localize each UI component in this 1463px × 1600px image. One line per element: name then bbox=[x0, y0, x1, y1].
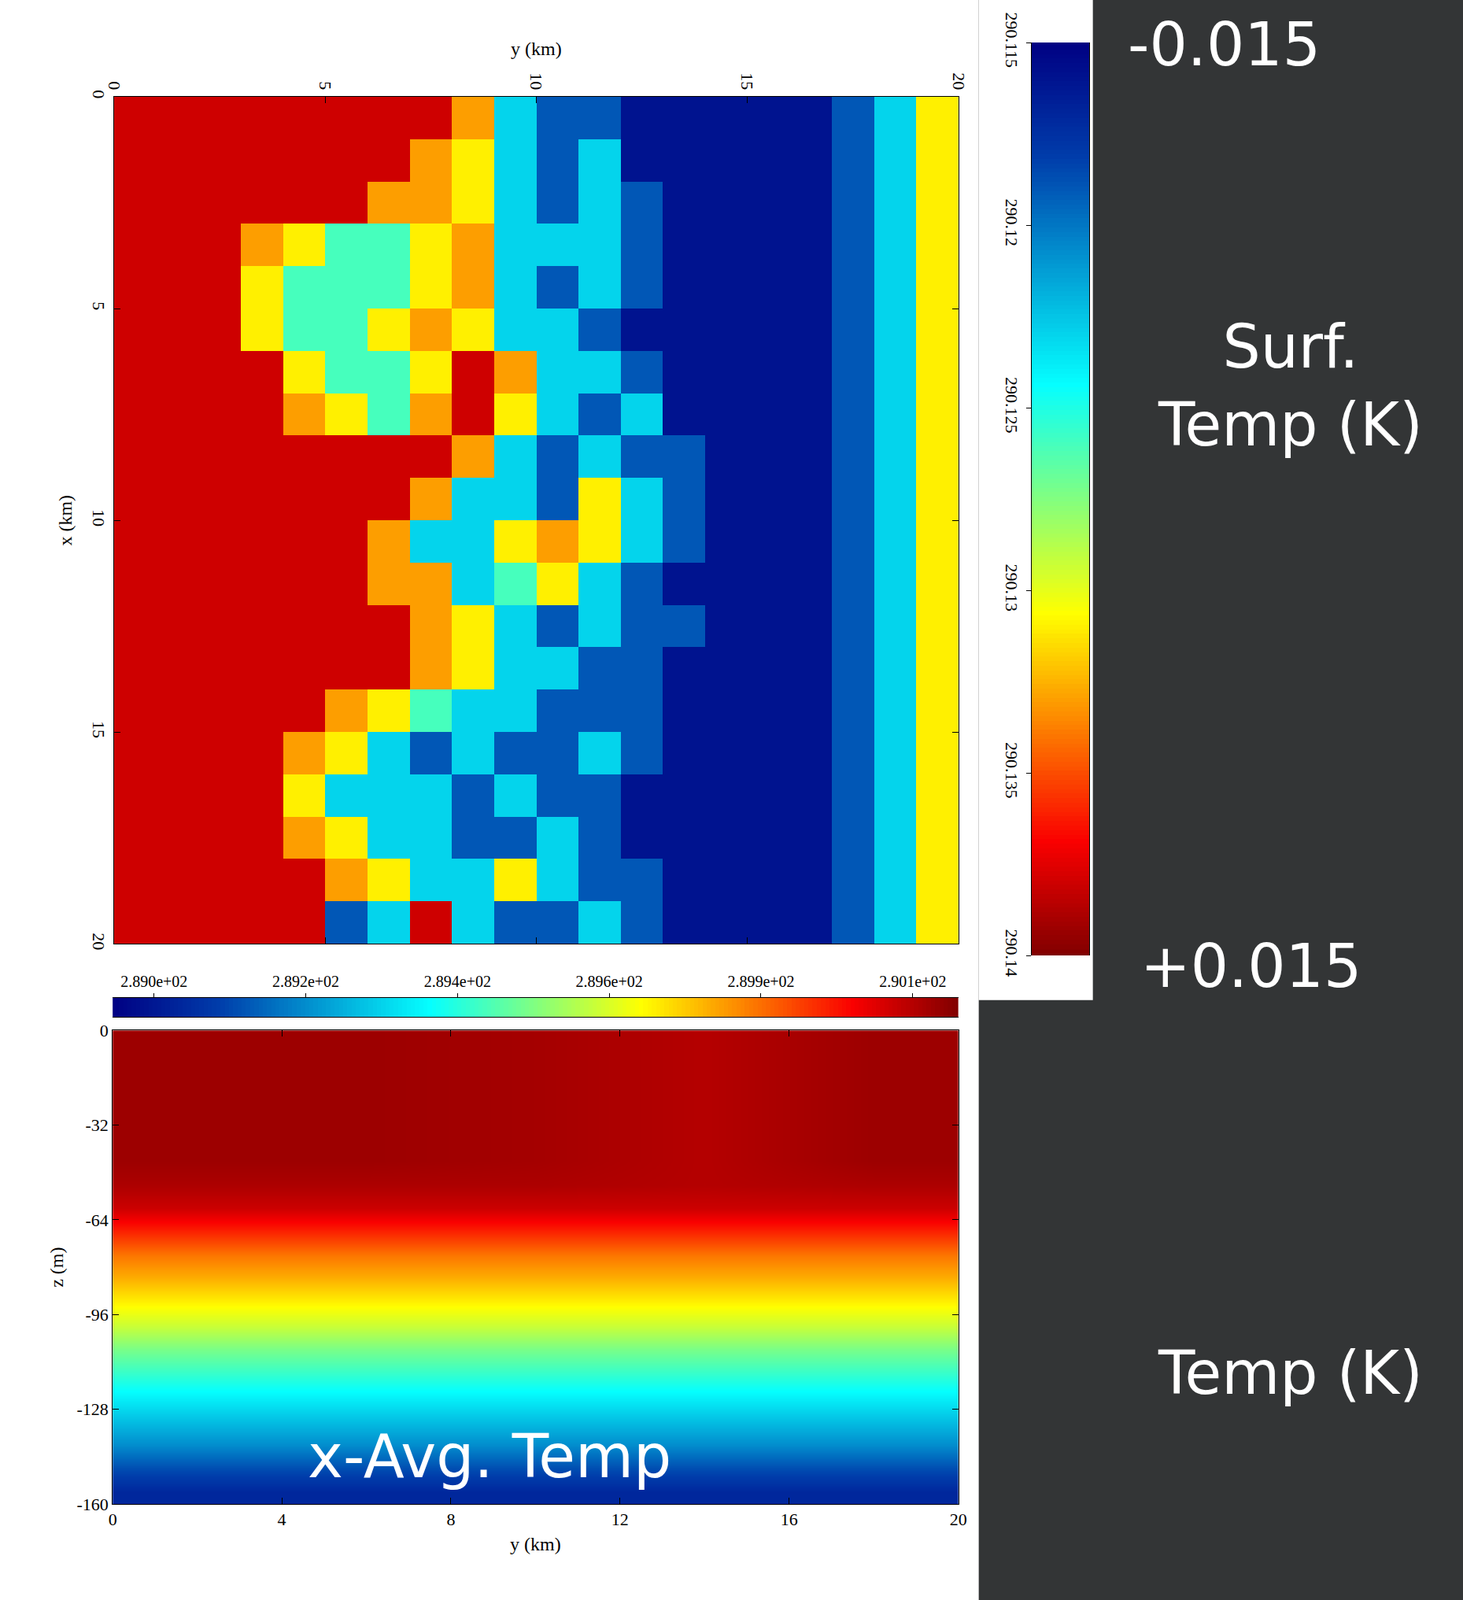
svg-text:15: 15 bbox=[737, 72, 758, 90]
svg-text:0: 0 bbox=[88, 89, 109, 99]
svg-text:20: 20 bbox=[949, 1509, 968, 1530]
svg-text:20: 20 bbox=[88, 932, 109, 950]
svg-text:10: 10 bbox=[88, 509, 109, 527]
svg-text:-96: -96 bbox=[84, 1304, 108, 1325]
svg-text:290.14: 290.14 bbox=[1001, 929, 1022, 978]
svg-text:15: 15 bbox=[88, 720, 109, 739]
svg-text:20: 20 bbox=[948, 72, 968, 90]
svg-text:x-Avg. Temp: x-Avg. Temp bbox=[307, 1421, 672, 1492]
svg-text:2.890e+02: 2.890e+02 bbox=[120, 972, 188, 991]
svg-text:290.12: 290.12 bbox=[1001, 199, 1022, 248]
svg-text:0: 0 bbox=[108, 1509, 118, 1530]
svg-text:z (m): z (m) bbox=[46, 1246, 67, 1287]
svg-text:10: 10 bbox=[526, 72, 547, 90]
svg-text:y (km): y (km) bbox=[510, 38, 562, 60]
svg-text:5: 5 bbox=[315, 81, 336, 90]
svg-text:-0.015: -0.015 bbox=[1127, 9, 1321, 80]
svg-text:x (km): x (km) bbox=[55, 495, 76, 547]
svg-text:4: 4 bbox=[277, 1509, 287, 1530]
svg-text:+0.015: +0.015 bbox=[1140, 931, 1362, 1002]
svg-text:290.115: 290.115 bbox=[1001, 11, 1022, 68]
svg-text:5: 5 bbox=[88, 301, 109, 311]
svg-text:12: 12 bbox=[611, 1509, 629, 1530]
svg-text:Temp (K): Temp (K) bbox=[1157, 1337, 1423, 1408]
svg-text:-160: -160 bbox=[76, 1494, 108, 1515]
svg-text:0: 0 bbox=[99, 1020, 109, 1041]
svg-text:16: 16 bbox=[780, 1509, 798, 1530]
svg-text:-64: -64 bbox=[84, 1210, 108, 1231]
svg-text:-32: -32 bbox=[84, 1115, 108, 1135]
svg-text:2.899e+02: 2.899e+02 bbox=[727, 972, 795, 991]
svg-text:2.896e+02: 2.896e+02 bbox=[576, 972, 643, 991]
svg-text:-128: -128 bbox=[76, 1399, 108, 1419]
svg-text:2.892e+02: 2.892e+02 bbox=[272, 972, 340, 991]
svg-text:2.901e+02: 2.901e+02 bbox=[879, 972, 946, 991]
svg-text:8: 8 bbox=[446, 1509, 455, 1530]
svg-text:Surf.Temp (K): Surf.Temp (K) bbox=[1157, 311, 1423, 460]
svg-text:0: 0 bbox=[104, 81, 125, 90]
svg-text:2.894e+02: 2.894e+02 bbox=[424, 972, 492, 991]
svg-text:290.135: 290.135 bbox=[1001, 742, 1022, 799]
svg-text:y (km): y (km) bbox=[509, 1533, 562, 1555]
svg-text:290.125: 290.125 bbox=[1001, 376, 1022, 434]
svg-text:290.13: 290.13 bbox=[1001, 564, 1022, 613]
